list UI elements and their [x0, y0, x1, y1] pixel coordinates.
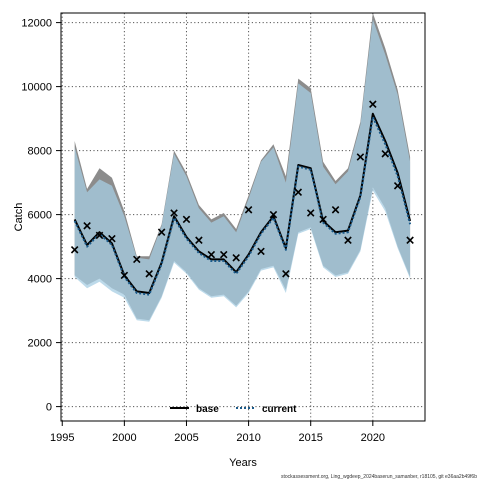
observed-point-stroke	[331, 206, 340, 214]
x-tick-label: 2020	[361, 432, 385, 444]
series-lines	[73, 112, 412, 296]
observed-point	[369, 100, 377, 108]
observed-point	[269, 210, 278, 219]
y-tick-label: 0	[46, 402, 52, 414]
observed-point	[170, 209, 178, 217]
y-tick-label: 6000	[28, 210, 52, 222]
observed-point	[108, 234, 116, 243]
observed-point	[207, 250, 216, 259]
observed-point-stroke	[108, 234, 116, 243]
observed-point	[133, 255, 141, 264]
observed-point	[244, 206, 253, 214]
observed-point-stroke	[195, 236, 203, 244]
observed-point	[344, 236, 352, 244]
y-tick-label: 12000	[21, 18, 52, 30]
y-tick-label: 8000	[28, 146, 52, 158]
observed-point-stroke	[344, 236, 352, 244]
footnote: stockassessment.org, Ling_wgdeep_2024bas…	[281, 474, 477, 480]
observed-point-stroke	[393, 182, 402, 190]
series-line-current	[73, 116, 412, 296]
observed-point-stroke	[219, 250, 228, 259]
observed-point-stroke	[257, 247, 265, 256]
y-tick-label: 10000	[21, 82, 52, 94]
observed-point-stroke	[369, 100, 377, 108]
observed-point-stroke	[70, 246, 79, 254]
band-current	[74, 19, 411, 322]
observed-point	[70, 246, 79, 254]
observed-point-stroke	[120, 271, 129, 280]
observed-point-stroke	[294, 188, 303, 196]
observed-point	[145, 270, 153, 278]
observed-point-stroke	[95, 231, 104, 240]
observed-point-stroke	[356, 153, 365, 161]
x-axis-title: Years	[229, 457, 257, 469]
y-tick-label: 2000	[28, 338, 52, 350]
observed-point-stroke	[232, 254, 240, 262]
observed-point-stroke	[319, 215, 327, 224]
x-tick-label: 2015	[298, 432, 322, 444]
observed-point	[393, 182, 402, 190]
observed-point-stroke	[406, 236, 414, 244]
observed-point	[120, 271, 129, 280]
observed-markers	[70, 100, 414, 280]
observed-point	[406, 236, 414, 244]
plot-frame	[60, 12, 426, 422]
observed-point-stroke	[207, 250, 216, 259]
x-axis: 1995 2000 2005 2010 2015 2020	[50, 421, 385, 444]
observed-point-stroke	[170, 209, 178, 217]
y-axis: 0 2000 4000 6000 8000 10000 12000	[21, 18, 61, 414]
observed-point-stroke	[83, 222, 91, 230]
observed-point	[356, 153, 365, 161]
observed-point-stroke	[133, 255, 141, 264]
observed-point	[219, 250, 228, 259]
observed-point	[157, 228, 166, 236]
observed-point	[331, 206, 340, 214]
observed-point	[195, 236, 203, 244]
observed-point	[95, 231, 104, 240]
observed-point-stroke	[157, 228, 166, 236]
observed-point	[257, 247, 265, 256]
confidence-bands	[74, 13, 411, 322]
y-axis-title: Catch	[13, 203, 25, 232]
observed-point-stroke	[244, 206, 253, 214]
observed-point	[232, 254, 240, 262]
observed-point	[282, 270, 290, 278]
x-tick-label: 1995	[50, 432, 74, 444]
observed-point-stroke	[182, 215, 191, 224]
observed-point	[294, 188, 303, 196]
observed-point-stroke	[381, 150, 390, 158]
legend: base current	[170, 404, 297, 415]
x-tick-label: 2005	[174, 432, 198, 444]
observed-point-stroke	[269, 210, 278, 219]
observed-point	[83, 222, 91, 230]
observed-point-stroke	[145, 270, 153, 278]
observed-point	[381, 150, 390, 158]
observed-point	[319, 215, 327, 224]
x-tick-label: 2000	[112, 432, 136, 444]
y-tick-label: 4000	[28, 274, 52, 286]
observed-point-stroke	[282, 270, 290, 278]
x-tick-label: 2010	[236, 432, 260, 444]
observed-point	[182, 215, 191, 224]
observed-point-stroke	[306, 209, 315, 217]
legend-current-label: current	[262, 404, 297, 415]
observed-point	[306, 209, 315, 217]
legend-base-label: base	[196, 404, 219, 415]
